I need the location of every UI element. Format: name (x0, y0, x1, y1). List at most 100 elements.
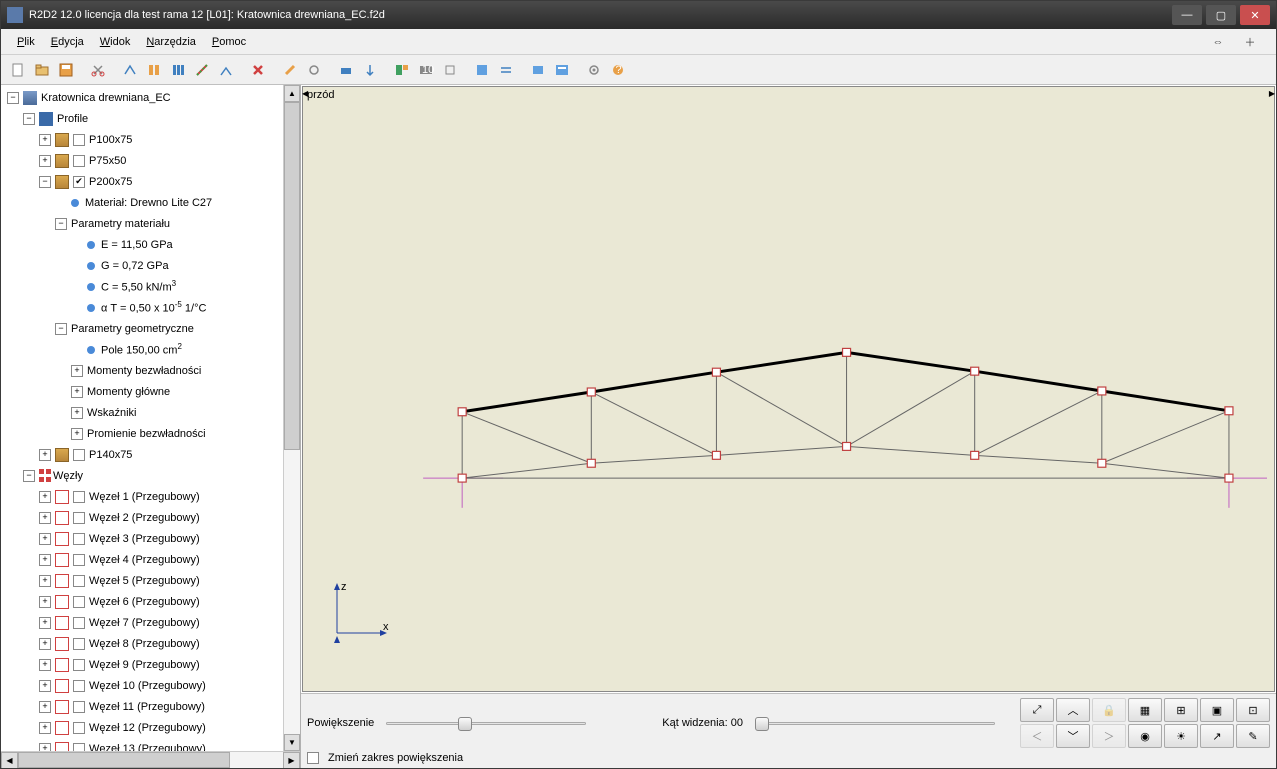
titlebar[interactable]: R2D2 12.0 licencja dla test rama 12 [L01… (1, 1, 1276, 29)
expand-icon[interactable]: + (39, 491, 51, 503)
expand-icon[interactable]: + (39, 680, 51, 692)
checkbox[interactable] (73, 680, 85, 692)
view-tool-button[interactable]: ☀ (1164, 724, 1198, 748)
tree-node[interactable]: +Węzeł 6 (Przegubowy) (3, 591, 281, 612)
tree-nodes[interactable]: −Węzły (3, 465, 281, 486)
tree-node[interactable]: +Węzeł 13 (Przegubowy) (3, 738, 281, 751)
expand-icon[interactable]: + (39, 701, 51, 713)
view-tool-button[interactable]: ✎ (1236, 724, 1270, 748)
checkbox[interactable] (73, 659, 85, 671)
tree-item[interactable]: Pole 150,00 cm2 (3, 339, 281, 360)
scroll-thumb[interactable] (284, 102, 300, 450)
settings-button[interactable] (583, 59, 605, 81)
view-tool-button[interactable]: ⊡ (1236, 698, 1270, 722)
checkbox[interactable] (73, 512, 85, 524)
expand-icon[interactable]: + (39, 575, 51, 587)
collapse-icon[interactable]: − (55, 218, 67, 230)
tree-item[interactable]: +P140x75 (3, 444, 281, 465)
collapse-icon[interactable]: − (39, 176, 51, 188)
tree-node[interactable]: +Węzeł 4 (Przegubowy) (3, 549, 281, 570)
checkbox[interactable] (73, 449, 85, 461)
collapse-icon[interactable]: − (23, 113, 35, 125)
menu-item[interactable]: Edycja (43, 33, 92, 51)
tree-item[interactable]: +Promienie bezwładności (3, 423, 281, 444)
tool-8-button[interactable] (335, 59, 357, 81)
add-icon[interactable]: ＋ (1240, 32, 1260, 52)
new-file-button[interactable] (7, 59, 29, 81)
tool-13-button[interactable] (471, 59, 493, 81)
expand-icon[interactable]: + (39, 743, 51, 752)
tool-12-button[interactable] (439, 59, 461, 81)
tree-item[interactable]: Materiał: Drewno Lite C27 (3, 192, 281, 213)
expand-icon[interactable]: + (39, 617, 51, 629)
delete-button[interactable] (247, 59, 269, 81)
tool-14-button[interactable] (495, 59, 517, 81)
checkbox[interactable] (73, 575, 85, 587)
checkbox[interactable] (73, 596, 85, 608)
tool-7-button[interactable] (303, 59, 325, 81)
view-tool-button[interactable]: ⊞ (1164, 698, 1198, 722)
tool-11-button[interactable]: 101 (415, 59, 437, 81)
tree-node[interactable]: +Węzeł 10 (Przegubowy) (3, 675, 281, 696)
tree-profile[interactable]: −Profile (3, 108, 281, 129)
tool-1-button[interactable] (119, 59, 141, 81)
tree-node[interactable]: +Węzeł 1 (Przegubowy) (3, 486, 281, 507)
help-button[interactable]: ? (607, 59, 629, 81)
scroll-thumb[interactable] (18, 752, 230, 768)
menu-item[interactable]: Plik (9, 33, 43, 51)
expand-icon[interactable]: + (71, 365, 83, 377)
open-file-button[interactable] (31, 59, 53, 81)
tree-item[interactable]: +P75x50 (3, 150, 281, 171)
scroll-left-button[interactable]: ◀ (1, 752, 18, 768)
close-button[interactable]: ✕ (1240, 5, 1270, 25)
tree-node[interactable]: +Węzeł 8 (Przegubowy) (3, 633, 281, 654)
expand-icon[interactable]: + (39, 659, 51, 671)
menu-item[interactable]: Pomoc (204, 33, 254, 51)
checkbox[interactable] (73, 134, 85, 146)
tree-root[interactable]: −Kratownica drewniana_EC (3, 87, 281, 108)
expand-icon[interactable]: + (71, 428, 83, 440)
checkbox[interactable] (73, 554, 85, 566)
tree-item[interactable]: −✔P200x75 (3, 171, 281, 192)
expand-icon[interactable]: + (39, 596, 51, 608)
expand-icon[interactable]: + (39, 449, 51, 461)
cut-button[interactable] (87, 59, 109, 81)
tree-node[interactable]: +Węzeł 12 (Przegubowy) (3, 717, 281, 738)
checkbox[interactable] (73, 743, 85, 752)
view-tool-button[interactable]: ◉ (1128, 724, 1162, 748)
tool-4-button[interactable] (191, 59, 213, 81)
checkbox[interactable] (73, 155, 85, 167)
tree-item[interactable]: G = 0,72 GPa (3, 255, 281, 276)
expand-icon[interactable]: + (39, 155, 51, 167)
tree-item[interactable]: +P100x75 (3, 129, 281, 150)
menu-item[interactable]: Narzędzia (138, 33, 204, 51)
view-tool-button[interactable]: ︿ (1056, 698, 1090, 722)
tool-10-button[interactable] (391, 59, 413, 81)
zoom-slider[interactable] (386, 715, 586, 731)
expand-icon[interactable]: + (39, 512, 51, 524)
tree-item[interactable]: −Parametry materiału (3, 213, 281, 234)
tree-item[interactable]: C = 5,50 kN/m3 (3, 276, 281, 297)
tool-6-button[interactable] (279, 59, 301, 81)
tool-3-button[interactable] (167, 59, 189, 81)
collapse-icon[interactable]: − (55, 323, 67, 335)
checkbox[interactable] (73, 638, 85, 650)
view-tool-button[interactable]: ▦ (1128, 698, 1162, 722)
collapse-icon[interactable]: − (7, 92, 19, 104)
expand-icon[interactable]: + (71, 386, 83, 398)
tree-node[interactable]: +Węzeł 7 (Przegubowy) (3, 612, 281, 633)
tree-node[interactable]: +Węzeł 11 (Przegubowy) (3, 696, 281, 717)
maximize-button[interactable]: ▢ (1206, 5, 1236, 25)
minimize-button[interactable]: — (1172, 5, 1202, 25)
expand-icon[interactable]: + (71, 407, 83, 419)
expand-icon[interactable]: + (39, 722, 51, 734)
scroll-up-button[interactable]: ▲ (284, 85, 300, 102)
checkbox[interactable]: ✔ (73, 176, 85, 188)
tree-item[interactable]: +Momenty bezwładności (3, 360, 281, 381)
tree-node[interactable]: +Węzeł 9 (Przegubowy) (3, 654, 281, 675)
tree-node[interactable]: +Węzeł 3 (Przegubowy) (3, 528, 281, 549)
menu-item[interactable]: Widok (92, 33, 139, 51)
view-angle-slider-thumb[interactable] (755, 717, 769, 731)
tree-item[interactable]: −Parametry geometryczne (3, 318, 281, 339)
tree-node[interactable]: +Węzeł 5 (Przegubowy) (3, 570, 281, 591)
